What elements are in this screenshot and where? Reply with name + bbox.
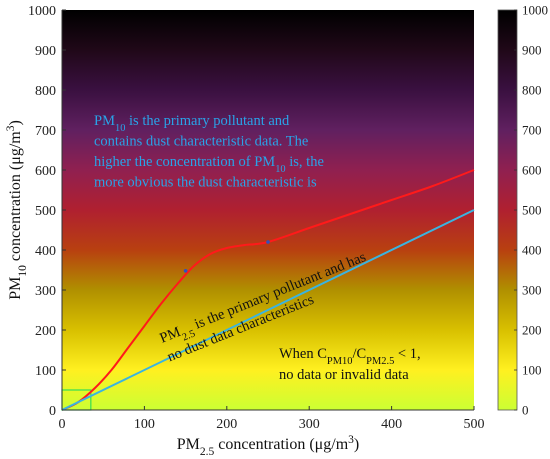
colorbar-tick-label: 1000: [522, 3, 548, 18]
colorbar-tick-label: 400: [522, 243, 542, 258]
axes: [61, 9, 475, 411]
y-tick-label: 300: [35, 284, 56, 299]
colorbar-tick-label: 200: [522, 323, 542, 338]
y-tick-label: 900: [35, 44, 56, 59]
y-tick-label: 500: [35, 204, 56, 219]
y-tick-label: 800: [35, 84, 56, 99]
pm10-note-line: higher the concentration of PM10 is, the: [94, 154, 324, 175]
x-tick-label: 100: [134, 417, 155, 432]
axis-titles: PM2.5 concentration (μg/m3) PM10 concentr…: [5, 120, 359, 458]
series-lines: [61, 169, 475, 411]
series-line-1: [61, 169, 475, 411]
x-axis-title: PM2.5 concentration (μg/m3): [177, 434, 360, 458]
colorbar-tick-label: 600: [522, 163, 542, 178]
colorbar-tick-label: 700: [522, 123, 542, 138]
y-tick-label: 100: [35, 364, 56, 379]
x-tick-label: 200: [216, 417, 237, 432]
x-tick-label: 0: [59, 417, 66, 432]
colorbar-tick-labels: 0 100 200 300 400 500 600 700 800 900 1000: [514, 3, 548, 418]
y-tick-label: 700: [35, 124, 56, 139]
y-tick-label: 1000: [28, 4, 56, 19]
x-tick-label: 400: [381, 417, 402, 432]
colorbar-tick-label: 0: [522, 403, 529, 418]
pm10-note-line: PM10 is the primary pollutant and: [94, 113, 290, 134]
data-points: [183, 240, 270, 273]
colorbar-tick-label: 100: [522, 363, 542, 378]
tick-labels: 0 100 200 300 400 500 0 100 200 300 400 500 600 700 80…: [28, 4, 485, 432]
colorbar-tick-label: 500: [522, 203, 542, 218]
y-axis-title: PM10 concentration (μg/m3): [5, 120, 29, 300]
series-line-2: [61, 209, 475, 411]
ratio-note-line: no data or invalid data: [279, 367, 409, 383]
y-tick-label: 200: [35, 324, 56, 339]
colorbar-tick-label: 300: [522, 283, 542, 298]
y-tick-label: 400: [35, 244, 56, 259]
colorbar-tick-label: 800: [522, 83, 542, 98]
y-tick-label: 600: [35, 164, 56, 179]
y-tick-label: 0: [49, 404, 56, 419]
pm10-note-line: contains dust characteristic data. The: [94, 134, 308, 150]
x-tick-label: 300: [299, 417, 320, 432]
colorbar-tick-label: 900: [522, 43, 542, 58]
data-point-1: [183, 269, 188, 273]
ratio-note-line: When CPM10/CPM2.5 < 1,: [279, 346, 421, 367]
data-point-2: [266, 240, 270, 244]
x-tick-label: 500: [464, 417, 485, 432]
pm10-note-line: more obvious the dust characteristic is: [94, 175, 317, 191]
